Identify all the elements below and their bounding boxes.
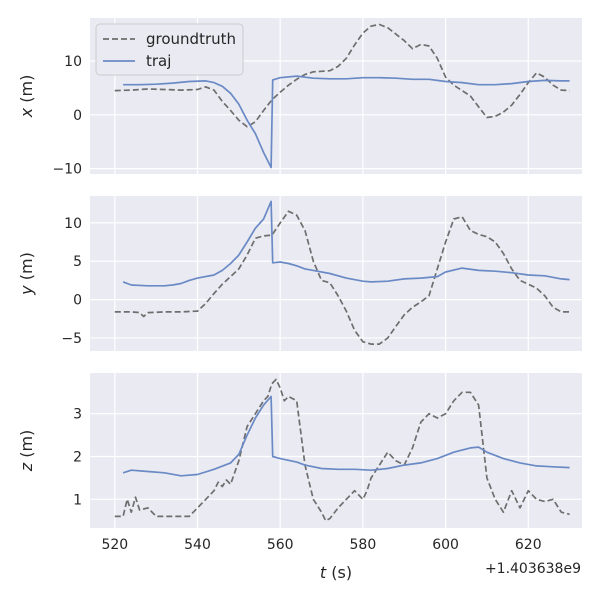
z-panel-y-tick-labels: 1 2 3 [73,407,82,509]
x-panel: −10 0 10 x (m) groundtruth traj [17,18,582,178]
z-panel-background [90,373,582,528]
x-panel-ylabel-var: x [17,107,36,118]
x-panel-traj-line [123,75,570,169]
x-tick-label: 600 [432,537,459,553]
x-panel-ytick-label: 10 [64,54,82,70]
x-axis-offset-label: +1.403638e9 [485,561,581,577]
y-panel-y-tick-labels: −5 0 5 10 [61,216,82,347]
x-tick-label: 520 [101,537,128,553]
x-panel-ytick-label: 0 [73,108,82,124]
y-panel-ylabel-var: y [17,285,36,296]
y-panel-ylabel-unit: (m) [17,252,36,285]
x-tick-label: 580 [350,537,377,553]
x-panel-ytick-label: −10 [52,162,82,178]
y-panel-groundtruth-line [114,210,570,345]
z-panel-x-tick-labels: 520 540 560 580 600 620 [101,537,541,553]
y-panel-ytick-label: −5 [61,331,82,347]
x-panel-ylabel: x (m) [17,75,36,119]
z-panel-ytick-label: 1 [73,492,82,508]
y-panel-ytick-label: 5 [73,254,82,270]
z-panel-groundtruth-line [114,378,570,522]
x-panel-groundtruth-line [114,23,570,128]
legend-box [95,23,244,76]
x-panel-lines [114,23,570,169]
y-panel-ytick-label: 10 [64,216,82,232]
x-panel-y-tick-labels: −10 0 10 [52,54,82,178]
z-panel-traj-line [122,395,570,477]
z-panel-ylabel: z (m) [17,430,36,473]
z-panel-ylabel-unit: (m) [17,430,36,463]
y-panel: −5 0 5 10 y (m) [17,196,582,351]
legend: groundtruth traj [95,23,244,76]
y-panel-grid [90,196,582,351]
y-panel-ylabel: y (m) [17,252,36,296]
legend-traj-label: traj [146,52,171,70]
z-panel-lines [114,378,570,522]
x-axis-label-var: t [320,563,327,582]
y-panel-background [90,196,582,351]
x-tick-label: 560 [267,537,294,553]
y-panel-ytick-label: 0 [73,293,82,309]
x-axis-label: t (s) [320,563,352,582]
z-panel: 1 2 3 520 540 560 580 600 620 z (m) [17,373,582,553]
z-panel-ylabel-var: z [17,462,36,472]
x-tick-label: 620 [515,537,542,553]
z-panel-ytick-label: 3 [73,407,82,423]
x-tick-label: 540 [184,537,211,553]
z-panel-ytick-label: 2 [73,449,82,465]
x-panel-ylabel-unit: (m) [17,75,36,108]
x-axis-label-unit: (s) [326,563,352,582]
y-panel-traj-line [122,200,570,287]
y-panel-lines [114,200,570,345]
legend-groundtruth-label: groundtruth [146,30,236,48]
